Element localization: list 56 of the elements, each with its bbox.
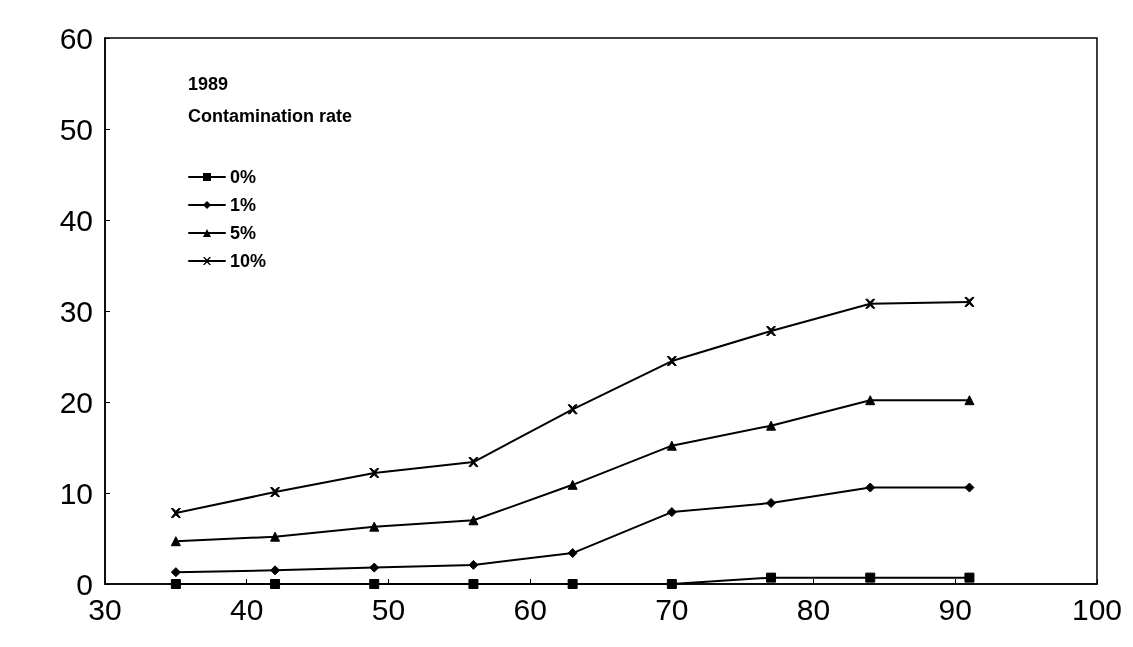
y-tick-label: 50 xyxy=(59,112,93,146)
y-tick-label: 40 xyxy=(59,203,93,237)
point xyxy=(567,548,578,559)
point xyxy=(964,395,975,406)
x-tick-label: 80 xyxy=(796,592,831,626)
point xyxy=(865,572,876,583)
point xyxy=(766,572,777,583)
point xyxy=(468,579,479,589)
point xyxy=(567,479,578,490)
x-tick-label: 50 xyxy=(371,592,406,626)
point xyxy=(170,579,181,589)
point xyxy=(170,508,181,519)
point xyxy=(666,579,677,589)
x-tick-label: 40 xyxy=(230,592,264,626)
x-tick-label: 100 xyxy=(1071,592,1122,626)
point xyxy=(865,395,876,406)
point xyxy=(666,440,677,451)
point xyxy=(270,565,281,576)
point xyxy=(170,567,181,578)
text: 1989 xyxy=(188,74,229,94)
point xyxy=(270,487,281,498)
point xyxy=(766,420,777,431)
point xyxy=(567,404,578,415)
point xyxy=(666,356,677,367)
point xyxy=(468,515,479,526)
point xyxy=(766,326,777,337)
point xyxy=(766,498,777,509)
point xyxy=(567,579,578,589)
point xyxy=(369,562,380,573)
legend-label: 5% xyxy=(230,223,257,243)
point xyxy=(369,467,380,478)
point xyxy=(865,298,876,309)
y-tick-label: 60 xyxy=(59,21,93,55)
legend-label: 0% xyxy=(230,167,257,187)
point xyxy=(666,507,677,518)
y-tick-label: 20 xyxy=(59,385,93,419)
x-tick-label: 70 xyxy=(655,592,689,626)
legend-label: 10% xyxy=(230,251,267,271)
point xyxy=(270,531,281,542)
point xyxy=(964,572,975,583)
point xyxy=(468,559,479,570)
point xyxy=(369,579,380,589)
point xyxy=(369,521,380,532)
point xyxy=(964,296,975,307)
y-tick-label: 0 xyxy=(76,567,93,601)
x-tick-label: 90 xyxy=(938,592,972,626)
legend-label: 1% xyxy=(230,195,257,215)
x-tick-label: 60 xyxy=(513,592,547,626)
point xyxy=(964,482,975,493)
point xyxy=(865,482,876,493)
point xyxy=(468,457,479,468)
y-tick-label: 30 xyxy=(59,294,93,328)
point xyxy=(170,536,181,547)
legend-title: Contamination rate xyxy=(188,106,353,126)
point xyxy=(270,579,281,589)
y-tick-label: 10 xyxy=(59,476,93,510)
